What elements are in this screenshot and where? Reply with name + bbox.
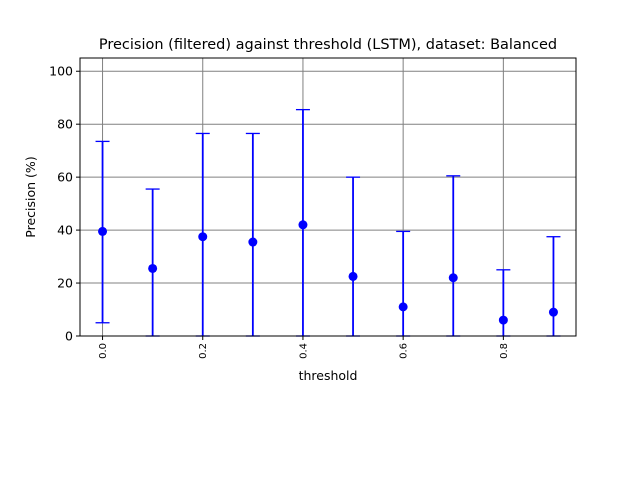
error-bar bbox=[496, 269, 511, 337]
x-axis-ticks: 0.0 0.2 0.4 0.6 0.8 bbox=[98, 336, 510, 359]
error-bar bbox=[446, 175, 461, 337]
y-tick-label: 20 bbox=[57, 276, 73, 291]
data-point bbox=[298, 220, 308, 230]
x-tick-label: 0.8 bbox=[499, 343, 510, 359]
chart-title: Precision (filtered) against threshold (… bbox=[99, 37, 557, 53]
plot-frame bbox=[79, 57, 577, 337]
data-point bbox=[398, 302, 408, 312]
y-tick-label: 100 bbox=[49, 64, 73, 79]
y-tick-label: 60 bbox=[57, 170, 73, 185]
data-point bbox=[248, 237, 258, 247]
x-axis-label: threshold bbox=[299, 368, 358, 383]
data-point bbox=[548, 307, 558, 317]
y-axis-ticks: 0 20 40 60 80 100 bbox=[49, 64, 80, 344]
data-point bbox=[148, 263, 158, 273]
error-bar bbox=[245, 132, 260, 337]
error-bar bbox=[145, 188, 160, 337]
error-bar bbox=[396, 230, 411, 337]
grid-lines bbox=[80, 58, 576, 337]
x-tick-label: 0.2 bbox=[198, 343, 209, 359]
data-point bbox=[348, 271, 358, 281]
y-tick-label: 80 bbox=[57, 117, 73, 132]
data-point bbox=[498, 315, 508, 325]
data-point bbox=[448, 273, 458, 283]
x-tick-label: 0.4 bbox=[298, 343, 309, 359]
error-bar bbox=[346, 176, 361, 337]
y-axis-label: Precision (%) bbox=[23, 156, 38, 237]
data-points bbox=[98, 220, 558, 325]
data-point bbox=[98, 226, 108, 236]
y-tick-label: 40 bbox=[57, 223, 73, 238]
x-tick-label: 0.0 bbox=[98, 343, 109, 359]
error-bars bbox=[95, 108, 561, 337]
error-bar bbox=[546, 236, 561, 337]
x-tick-label: 0.6 bbox=[399, 343, 410, 359]
y-tick-label: 0 bbox=[65, 329, 73, 344]
data-point bbox=[198, 232, 208, 242]
